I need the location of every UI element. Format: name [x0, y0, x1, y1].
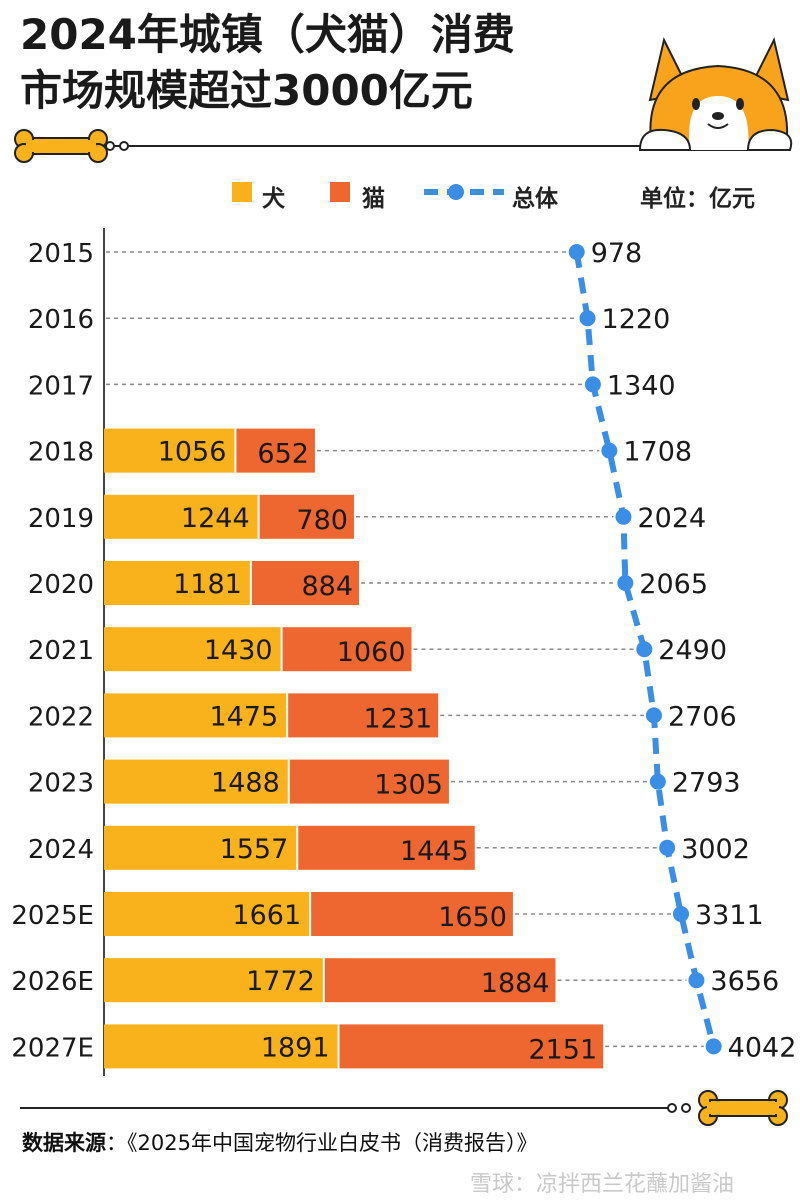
- total-point: [601, 442, 618, 459]
- chart-title-line-2: 市场规模超过3000亿元: [20, 66, 473, 115]
- total-value-label: 2490: [658, 635, 727, 666]
- total-value-label: 2793: [672, 768, 741, 799]
- bar-cat-value-label: 1650: [438, 902, 507, 933]
- bar-dog-value-label: 1891: [261, 1032, 330, 1063]
- bar-cat: [251, 561, 360, 605]
- bar-cat-value-label: 884: [301, 571, 353, 602]
- y-tick-label: 2019: [28, 504, 94, 534]
- bar-dog: [104, 1024, 338, 1069]
- total-value-label: 1340: [607, 370, 676, 401]
- total-point: [636, 641, 653, 658]
- bar-cat-value-label: 1060: [337, 637, 406, 668]
- legend-label-dog: 犬: [262, 186, 285, 212]
- bar-dog: [104, 825, 297, 870]
- total-point: [688, 972, 705, 989]
- bar-dog: [104, 892, 310, 936]
- source-note: 数据来源：《2025年中国宠物行业白皮书（消费报告）》: [22, 1127, 537, 1157]
- watermark: 雪球：凉拌西兰花蘸加酱油: [470, 1172, 735, 1197]
- bar-dog: [104, 627, 281, 672]
- total-point: [705, 1038, 722, 1055]
- legend-label-total: 总体: [512, 186, 558, 212]
- bar-cat: [282, 627, 412, 672]
- y-tick-label: 2025E: [11, 901, 94, 931]
- bar-cat: [298, 825, 475, 870]
- bar-dog: [104, 494, 258, 539]
- y-tick-label: 2026E: [11, 967, 94, 997]
- bar-dog-value-label: 1661: [232, 900, 301, 931]
- chart-plot: 2015 2016 2017 2018 1056 652 2019 1244 780 2020 11…: [11, 228, 797, 1076]
- total-value-label: 2706: [668, 701, 737, 732]
- legend-swatch-dog: [232, 182, 252, 202]
- bar-cat-value-label: 652: [257, 439, 309, 470]
- total-value-label: 1708: [623, 437, 692, 468]
- total-value-label: 2024: [637, 503, 706, 534]
- total-value-label: 4042: [728, 1032, 797, 1063]
- unit-label: 单位：亿元: [640, 186, 755, 212]
- bar-dog-value-label: 1488: [211, 768, 280, 799]
- y-tick-label: 2015: [28, 239, 94, 269]
- bar-dog-value-label: 1557: [220, 834, 289, 865]
- source-label: 数据来源: [22, 1131, 106, 1155]
- bar-dog: [104, 693, 287, 738]
- y-tick-label: 2024: [28, 835, 94, 865]
- y-tick-label: 2016: [28, 305, 94, 335]
- bar-cat: [236, 428, 315, 473]
- chart-legend: 犬 猫 总体: [0, 176, 800, 212]
- y-tick-label: 2018: [28, 438, 94, 468]
- total-point: [645, 707, 662, 724]
- bar-cat-value-label: 1231: [363, 703, 432, 734]
- total-point: [579, 310, 596, 327]
- bar-cat: [289, 759, 449, 804]
- y-tick-label: 2022: [28, 702, 94, 732]
- total-point: [617, 575, 634, 591]
- bar-cat-value-label: 1305: [374, 770, 443, 801]
- y-tick-label: 2021: [28, 636, 94, 666]
- total-value-label: 1220: [602, 304, 671, 335]
- y-tick-label: 2023: [28, 769, 94, 799]
- total-point: [584, 376, 601, 393]
- total-value-label: 3656: [710, 966, 779, 997]
- bar-dog-value-label: 1430: [204, 635, 273, 666]
- total-point: [673, 906, 690, 922]
- total-point: [568, 244, 585, 260]
- bar-dog: [104, 958, 323, 1003]
- bar-dog: [104, 759, 288, 804]
- bar-cat-value-label: 2151: [528, 1034, 597, 1065]
- y-tick-label: 2027E: [11, 1033, 94, 1063]
- total-value-label: 2065: [639, 569, 708, 600]
- total-value-label: 3311: [695, 900, 764, 931]
- bar-dog-value-label: 1056: [158, 437, 227, 468]
- total-value-label: 978: [591, 238, 643, 269]
- bar-dog: [104, 428, 235, 473]
- legend-label-cat: 猫: [362, 186, 385, 212]
- bar-cat-value-label: 780: [296, 505, 348, 536]
- bar-cat: [288, 693, 439, 738]
- bar-dog-value-label: 1181: [173, 569, 242, 600]
- legend-swatch-total: [424, 184, 504, 200]
- source-text: ：《2025年中国宠物行业白皮书（消费报告）》: [106, 1131, 538, 1155]
- bar-dog-value-label: 1244: [181, 503, 250, 534]
- total-point: [659, 839, 676, 856]
- bar-cat: [324, 958, 556, 1003]
- bar-dog-value-label: 1772: [246, 966, 315, 997]
- bar-cat: [311, 892, 513, 936]
- bar-cat-value-label: 1445: [400, 836, 469, 867]
- bar-dog-value-label: 1475: [209, 701, 278, 732]
- y-tick-label: 2017: [28, 371, 94, 401]
- total-point: [649, 773, 666, 790]
- bar-cat: [259, 494, 354, 539]
- bar-dog: [104, 561, 250, 605]
- legend-swatch-cat: [330, 182, 350, 202]
- chart-title-line-1: 2024年城镇（犬猫）消费: [20, 10, 515, 59]
- total-value-label: 3002: [681, 834, 750, 865]
- total-point: [615, 508, 632, 525]
- bar-cat-value-label: 1884: [481, 968, 550, 999]
- y-tick-label: 2020: [28, 570, 94, 600]
- bar-cat: [339, 1024, 604, 1069]
